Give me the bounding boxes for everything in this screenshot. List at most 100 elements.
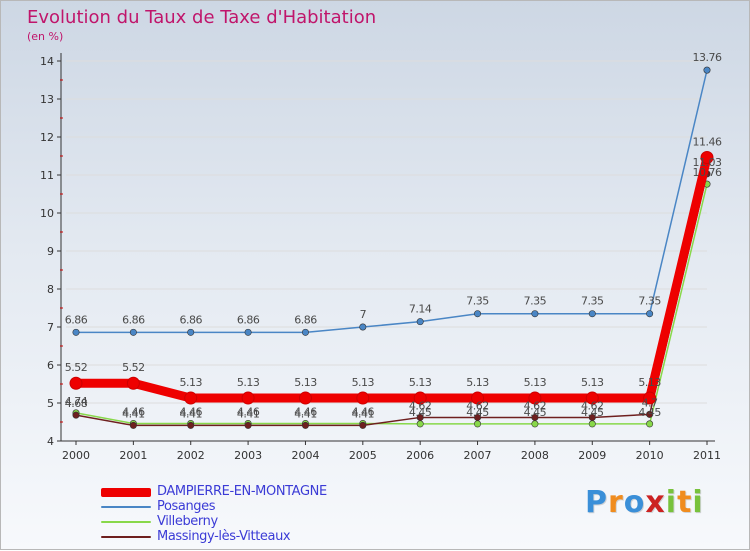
data-point-dampierre bbox=[184, 391, 198, 405]
data-label-villeberny: 4.46 bbox=[237, 406, 260, 419]
data-point-posanges bbox=[359, 323, 367, 331]
data-point-dampierre bbox=[298, 391, 312, 405]
y-tick-label: 10 bbox=[40, 207, 54, 220]
x-tick-label: 2008 bbox=[521, 449, 549, 462]
data-point-dampierre bbox=[69, 376, 83, 390]
data-label-posanges: 13.76 bbox=[693, 51, 722, 64]
y-tick-label: 13 bbox=[40, 93, 54, 106]
data-label-dampierre: 5.13 bbox=[352, 376, 375, 389]
grid-lines bbox=[66, 60, 707, 404]
data-label-dampierre: 5.13 bbox=[524, 376, 547, 389]
chart-title: Evolution du Taux de Taxe d'Habitation bbox=[27, 7, 377, 28]
y-tick-label: 11 bbox=[40, 169, 54, 182]
data-label-massingy: 4.41 bbox=[122, 407, 145, 420]
data-label-posanges: 6.86 bbox=[237, 313, 260, 326]
chart-subtitle: (en %) bbox=[27, 30, 64, 43]
y-tick-label: 8 bbox=[47, 283, 54, 296]
data-label-massingy: 4.41 bbox=[237, 407, 260, 420]
data-label-massingy: 4.7 bbox=[642, 396, 658, 409]
data-point-posanges bbox=[646, 310, 654, 318]
logo-letter: r bbox=[608, 485, 624, 520]
data-label-villeberny: 4.45 bbox=[524, 406, 547, 419]
data-label-villeberny: 4.46 bbox=[352, 406, 375, 419]
series-lines bbox=[69, 66, 714, 429]
x-tick-label: 2004 bbox=[291, 449, 319, 462]
y-tick-label: 7 bbox=[47, 321, 54, 334]
data-label-massingy: 4.62 bbox=[581, 399, 604, 412]
data-label-massingy: 4.41 bbox=[179, 407, 202, 420]
legend-label: Villeberny bbox=[157, 514, 218, 529]
data-label-villeberny: 4.45 bbox=[638, 406, 661, 419]
logo-letter: o bbox=[623, 485, 646, 520]
y-tick-label: 12 bbox=[40, 131, 54, 144]
data-label-massingy: 11.03 bbox=[693, 156, 722, 169]
data-point-massingy bbox=[129, 421, 137, 429]
data-label-dampierre: 5.13 bbox=[409, 376, 432, 389]
y-tick-label: 4 bbox=[47, 435, 54, 448]
data-point-villeberny bbox=[416, 420, 424, 428]
data-label-villeberny: 4.46 bbox=[122, 406, 145, 419]
logo-letter: i bbox=[665, 485, 678, 520]
data-label-dampierre: 5.13 bbox=[638, 376, 661, 389]
legend-swatch bbox=[101, 536, 151, 538]
data-point-massingy bbox=[187, 421, 195, 429]
x-tick-label: 2002 bbox=[177, 449, 205, 462]
data-point-dampierre bbox=[700, 151, 714, 165]
data-label-dampierre: 11.46 bbox=[693, 136, 722, 149]
y-tick-label: 5 bbox=[47, 397, 54, 410]
data-point-dampierre bbox=[585, 391, 599, 405]
x-tick-label: 2009 bbox=[578, 449, 606, 462]
data-point-massingy bbox=[301, 421, 309, 429]
logo-letter: i bbox=[692, 485, 704, 520]
data-label-posanges: 7.14 bbox=[409, 303, 432, 316]
data-label-dampierre: 5.13 bbox=[466, 376, 489, 389]
data-point-posanges bbox=[129, 328, 137, 336]
data-label-posanges: 7 bbox=[360, 308, 367, 321]
data-label-villeberny: 4.74 bbox=[65, 395, 88, 408]
data-point-posanges bbox=[416, 318, 424, 326]
legend-swatch bbox=[101, 488, 151, 497]
data-label-posanges: 7.35 bbox=[466, 295, 489, 308]
data-label-posanges: 7.35 bbox=[581, 295, 604, 308]
data-label-dampierre: 5.13 bbox=[237, 376, 260, 389]
x-tick-label: 2007 bbox=[464, 449, 492, 462]
data-label-villeberny: 4.45 bbox=[409, 406, 432, 419]
legend-label: DAMPIERRE-EN-MONTAGNE bbox=[157, 484, 327, 499]
data-point-massingy bbox=[588, 413, 596, 421]
data-label-massingy: 4.41 bbox=[294, 407, 317, 420]
y-tick-label: 6 bbox=[47, 359, 54, 372]
data-point-villeberny bbox=[531, 420, 539, 428]
data-label-dampierre: 5.13 bbox=[581, 376, 604, 389]
data-label-dampierre: 5.13 bbox=[179, 376, 202, 389]
x-tick-label: 2001 bbox=[119, 449, 147, 462]
data-label-posanges: 6.86 bbox=[122, 313, 145, 326]
data-point-dampierre bbox=[643, 391, 657, 405]
data-point-dampierre bbox=[471, 391, 485, 405]
legend-swatch bbox=[101, 506, 151, 508]
x-tick-label: 2005 bbox=[349, 449, 377, 462]
data-point-posanges bbox=[703, 66, 711, 74]
data-point-dampierre bbox=[356, 391, 370, 405]
legend-label: Massingy-lès-Vitteaux bbox=[157, 529, 291, 544]
data-point-posanges bbox=[301, 328, 309, 336]
series-line-villeberny bbox=[75, 183, 708, 425]
data-point-massingy bbox=[244, 421, 252, 429]
data-point-massingy bbox=[646, 410, 654, 418]
data-label-massingy: 4.62 bbox=[409, 399, 432, 412]
data-point-posanges bbox=[474, 310, 482, 318]
x-tick-label: 2011 bbox=[693, 449, 721, 462]
data-point-dampierre bbox=[413, 391, 427, 405]
data-label-posanges: 7.35 bbox=[524, 295, 547, 308]
proxiti-logo: Proxiti bbox=[585, 485, 704, 520]
data-point-posanges bbox=[187, 328, 195, 336]
series-line-posanges bbox=[76, 69, 708, 334]
data-point-massingy bbox=[474, 413, 482, 421]
logo-letter: x bbox=[645, 485, 666, 520]
data-label-posanges: 6.86 bbox=[179, 313, 202, 326]
data-point-massingy bbox=[416, 413, 424, 421]
data-label-villeberny: 4.46 bbox=[294, 406, 317, 419]
y-tick-label: 14 bbox=[40, 55, 54, 68]
x-tick-label: 2010 bbox=[636, 449, 664, 462]
y-tick-label: 9 bbox=[47, 245, 54, 258]
